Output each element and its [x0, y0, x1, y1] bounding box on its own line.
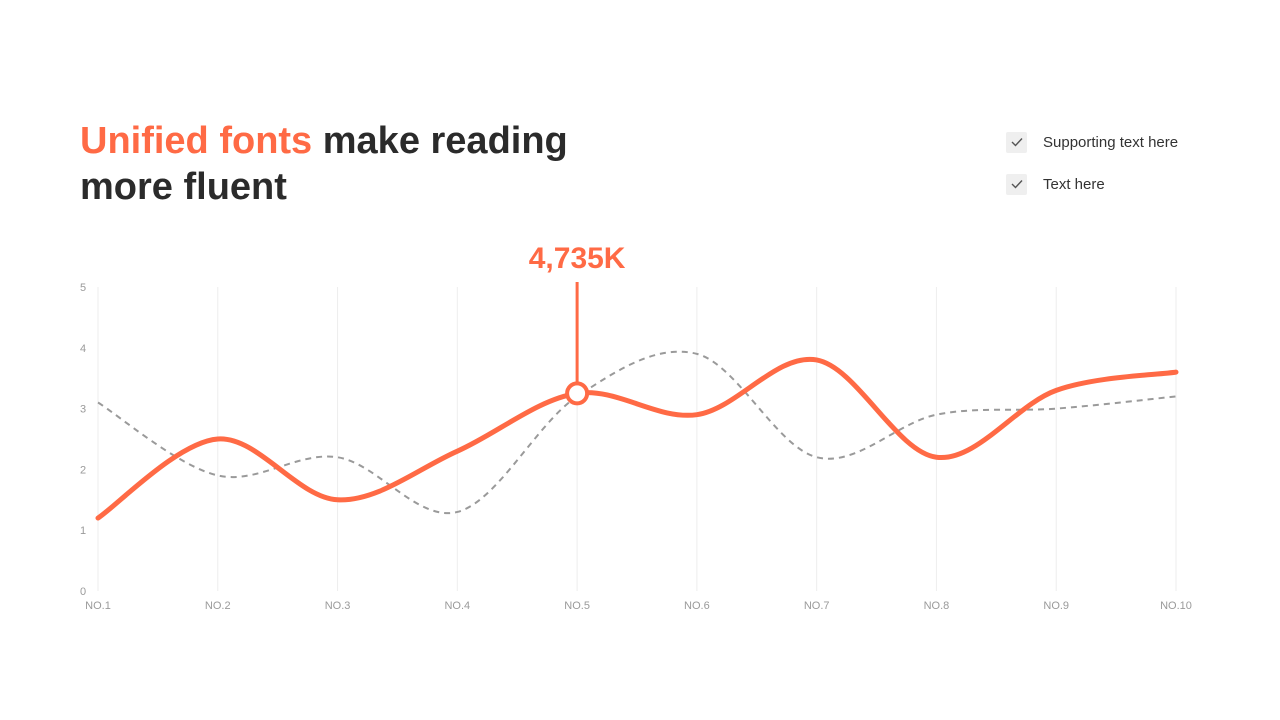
checklist-item: Supporting text here: [1006, 131, 1178, 153]
checkbox[interactable]: [1006, 173, 1027, 195]
checklist: Supporting text here Text here: [1006, 131, 1178, 215]
x-tick-label: NO.2: [205, 600, 231, 612]
x-tick-label: NO.9: [1043, 600, 1069, 612]
x-tick-label: NO.1: [85, 600, 111, 612]
headline-accent: Unified fonts: [80, 120, 313, 162]
headline-rest: make reading more fluent: [80, 120, 568, 208]
highlight-marker: [565, 381, 590, 406]
series-line-dashed: [97, 350, 1177, 515]
series-line-solid: [95, 356, 1179, 521]
y-tick-label: 0: [80, 586, 86, 598]
x-tick-label: NO.4: [444, 600, 470, 612]
checklist-label: Text here: [1043, 175, 1105, 193]
x-tick-label: NO.3: [325, 600, 351, 612]
y-tick-label: 4: [80, 343, 86, 355]
x-tick-label: NO.6: [684, 600, 710, 612]
x-tick-label: NO.7: [804, 600, 830, 612]
checklist-item: Text here: [1006, 173, 1178, 195]
y-tick-label: 2: [80, 464, 86, 476]
y-tick-label: 5: [80, 282, 86, 294]
y-tick-label: 1: [80, 525, 86, 537]
x-tick-label: NO.10: [1160, 600, 1192, 612]
headline: Unified fonts make reading more fluent: [80, 118, 640, 210]
x-tick-label: NO.5: [564, 600, 590, 612]
callout-value-label: 4,735K: [529, 242, 626, 275]
checkbox[interactable]: [1006, 131, 1027, 153]
check-icon: [1011, 138, 1023, 147]
x-tick-label: NO.8: [924, 600, 950, 612]
y-tick-label: 3: [80, 404, 86, 416]
checklist-label: Supporting text here: [1043, 133, 1179, 151]
check-icon: [1011, 180, 1023, 189]
